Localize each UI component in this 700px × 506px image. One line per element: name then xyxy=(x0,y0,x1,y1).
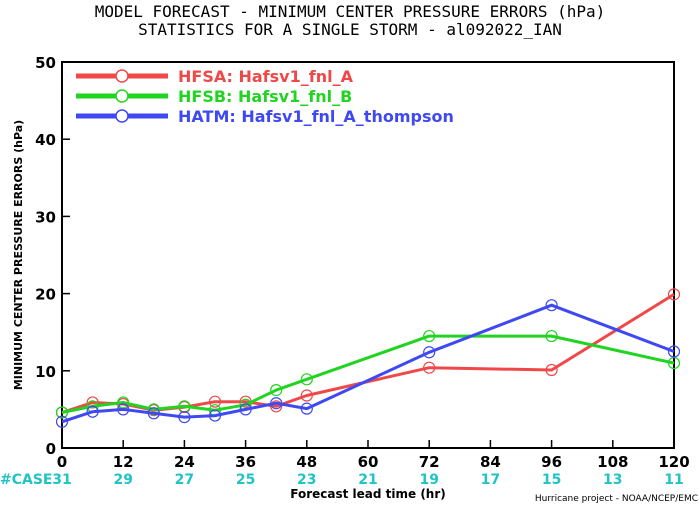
case-count: 17 xyxy=(481,472,500,488)
series-line xyxy=(61,293,675,414)
data-point xyxy=(86,405,99,418)
data-point xyxy=(270,400,283,413)
y-tick-label: 0 xyxy=(46,440,56,458)
case-count: 31 xyxy=(52,472,71,488)
legend-entry: HATM: Hafsv1_fnl_A_thompson xyxy=(178,107,454,126)
series-2 xyxy=(55,329,681,419)
data-point xyxy=(300,373,313,386)
x-tick-label: 48 xyxy=(296,453,317,471)
x-tick-label: 0 xyxy=(57,453,67,471)
case-row-label: #CASE xyxy=(0,472,53,488)
x-tick-label: 36 xyxy=(235,453,256,471)
x-tick-label: 72 xyxy=(419,453,440,471)
data-point xyxy=(270,397,283,410)
case-count: 23 xyxy=(297,472,316,488)
data-point xyxy=(147,403,160,416)
chart-title: MODEL FORECAST - MINIMUM CENTER PRESSURE… xyxy=(95,2,606,21)
data-point xyxy=(208,409,222,422)
case-count: 13 xyxy=(603,472,622,488)
data-point xyxy=(300,389,313,402)
data-point xyxy=(147,407,160,420)
data-point xyxy=(545,363,558,377)
y-tick-label: 30 xyxy=(35,208,56,226)
y-tick-label: 40 xyxy=(35,131,56,149)
y-tick-label: 10 xyxy=(35,363,56,381)
x-tick-label: 12 xyxy=(113,453,134,471)
case-count: 27 xyxy=(175,472,194,488)
x-axis-label: Forecast lead time (hr) xyxy=(290,487,446,501)
data-point xyxy=(270,384,283,397)
x-tick-label: 60 xyxy=(358,453,379,471)
legend-marker xyxy=(115,89,129,103)
x-axis: 0 12 24 36 48 60 72 84 96 108 120 xyxy=(57,440,690,471)
data-point xyxy=(239,403,252,416)
data-point xyxy=(667,345,681,358)
case-count: 21 xyxy=(358,472,377,488)
series-line xyxy=(61,334,675,414)
case-count: 19 xyxy=(419,472,438,488)
case-count: 15 xyxy=(542,472,561,488)
y-tick-label: 50 xyxy=(35,54,56,72)
data-point xyxy=(545,329,558,343)
data-point xyxy=(117,403,130,416)
data-point xyxy=(208,395,222,408)
chart-subtitle: STATISTICS FOR A SINGLE STORM - al092022… xyxy=(138,20,562,39)
data-point xyxy=(178,411,191,424)
data-point xyxy=(55,406,69,419)
data-point xyxy=(423,329,436,343)
series-1 xyxy=(55,288,681,419)
data-point xyxy=(86,396,99,409)
y-axis-label: MINIMUM CENTER PRESSURE ERRORS (hPa) xyxy=(12,120,25,390)
data-point xyxy=(55,415,69,428)
y-axis: 0 10 20 30 40 50 xyxy=(35,54,70,458)
x-tick-label: 108 xyxy=(597,453,628,471)
case-count: 29 xyxy=(113,472,132,488)
case-count: 11 xyxy=(664,472,683,488)
case-count: 25 xyxy=(236,472,255,488)
credit-text: Hurricane project - NOAA/NCEP/EMC xyxy=(535,494,698,504)
series-3 xyxy=(55,299,681,428)
data-point xyxy=(300,402,313,415)
case-count-row: #CASE 31 29 27 25 23 21 19 17 15 13 11 xyxy=(0,472,684,488)
legend-entry: HFSA: Hafsv1_fnl_A xyxy=(178,67,354,86)
data-point xyxy=(667,288,681,301)
x-tick-label: 96 xyxy=(541,453,562,471)
x-tick-label: 24 xyxy=(174,453,195,471)
legend-marker xyxy=(115,69,129,83)
data-point xyxy=(423,361,436,374)
data-point xyxy=(423,346,436,359)
legend-entry: HFSB: Hafsv1_fnl_B xyxy=(178,87,352,106)
legend-marker xyxy=(115,109,129,123)
x-tick-label: 84 xyxy=(480,453,501,471)
series-layer xyxy=(55,288,681,428)
y-tick-label: 20 xyxy=(35,286,56,304)
x-tick-label: 120 xyxy=(658,453,689,471)
data-point xyxy=(545,299,558,312)
